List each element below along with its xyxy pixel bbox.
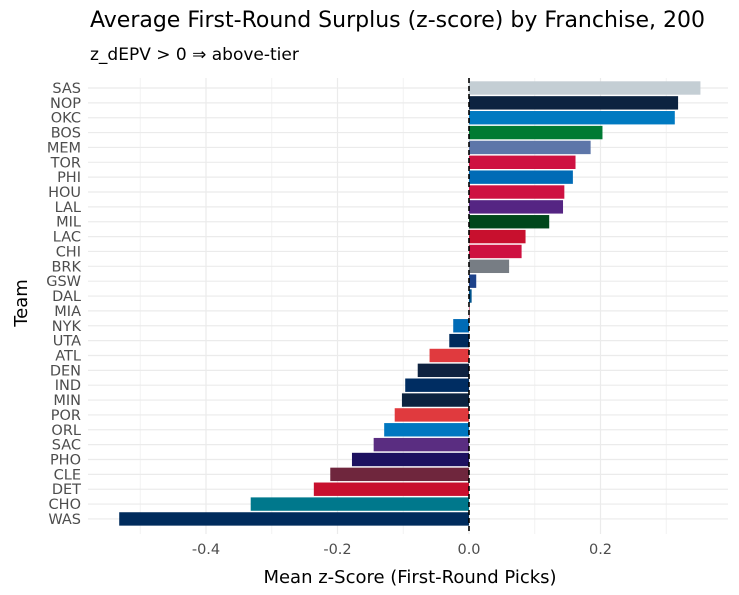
bar-cle xyxy=(330,467,469,482)
bar-ind xyxy=(405,378,469,392)
y-tick-label: DEN xyxy=(50,363,81,379)
y-tick-label: IND xyxy=(55,378,81,394)
y-tick-label: NOP xyxy=(50,96,81,112)
bar-mil xyxy=(469,215,550,229)
y-tick-label: ORL xyxy=(51,423,81,439)
bar-dal xyxy=(469,289,472,303)
bar-den xyxy=(417,363,469,378)
x-axis-label: Mean z-Score (First-Round Picks) xyxy=(263,567,556,588)
bar-hou xyxy=(469,185,565,199)
bar-okc xyxy=(469,111,675,125)
y-tick-label: SAC xyxy=(52,438,81,454)
bar-lal xyxy=(469,200,564,214)
bar-cho xyxy=(250,497,469,511)
bar-min xyxy=(401,393,469,407)
y-tick-label: POR xyxy=(51,408,81,424)
bar-phi xyxy=(469,170,573,184)
bar-was xyxy=(119,512,470,526)
bar-mem xyxy=(469,140,591,155)
y-tick-label: BOS xyxy=(51,126,81,142)
bar-tor xyxy=(469,155,576,169)
bar-chi xyxy=(469,244,522,259)
bar-det xyxy=(313,482,469,496)
bar-atl xyxy=(429,348,469,363)
y-tick-label: MIL xyxy=(56,215,81,231)
x-tick-label: 0.2 xyxy=(589,542,612,558)
y-tick-label: UTA xyxy=(53,334,81,350)
bar-nop xyxy=(469,96,679,110)
y-tick-label: ATL xyxy=(55,348,81,364)
y-tick-label: DAL xyxy=(52,289,81,305)
y-tick-labels: SASNOPOKCBOSMEMTORPHIHOULALMILLACCHIBRKG… xyxy=(46,81,81,528)
y-tick-label: MEM xyxy=(47,140,81,156)
y-tick-label: CHI xyxy=(56,244,81,260)
y-tick-label: HOU xyxy=(48,185,81,201)
bar-uta xyxy=(449,333,469,348)
y-tick-label: PHI xyxy=(57,170,81,186)
y-tick-label: OKC xyxy=(51,111,81,127)
bars xyxy=(119,81,701,526)
bar-lac xyxy=(469,229,526,244)
x-tick-label: -0.2 xyxy=(323,542,351,558)
y-tick-label: BRK xyxy=(51,259,81,275)
y-tick-label: LAL xyxy=(55,200,81,216)
bar-sac xyxy=(373,437,469,452)
x-tick-label: 0.0 xyxy=(457,542,480,558)
y-tick-label: CHO xyxy=(49,497,81,513)
y-tick-label: CLE xyxy=(54,467,81,483)
bar-gsw xyxy=(469,274,477,288)
y-tick-label: TOR xyxy=(50,155,81,171)
y-tick-label: GSW xyxy=(46,274,81,290)
bar-orl xyxy=(384,423,469,437)
bar-pho xyxy=(351,452,469,467)
y-tick-label: DET xyxy=(52,482,81,498)
bar-por xyxy=(394,408,469,422)
y-axis-label: Team xyxy=(11,279,32,328)
y-tick-label: LAC xyxy=(53,230,81,246)
bar-bos xyxy=(469,125,603,140)
bar-sas xyxy=(469,81,701,95)
y-tick-label: NYK xyxy=(52,319,82,335)
y-tick-label: WAS xyxy=(48,512,81,528)
bar-nyk xyxy=(453,319,469,333)
x-tick-label: -0.4 xyxy=(192,542,220,558)
x-tick-labels: -0.4 -0.2 0.0 0.2 xyxy=(192,542,612,558)
y-tick-label: MIN xyxy=(53,393,81,409)
bar-brk xyxy=(469,259,510,274)
y-tick-label: PHO xyxy=(50,453,81,469)
y-tick-label: SAS xyxy=(52,81,81,97)
y-tick-label: MIA xyxy=(54,304,81,320)
chart-title: Average First-Round Surplus (z-score) by… xyxy=(90,8,705,33)
chart-subtitle: z_dEPV > 0 ⇒ above-tier xyxy=(90,45,299,65)
